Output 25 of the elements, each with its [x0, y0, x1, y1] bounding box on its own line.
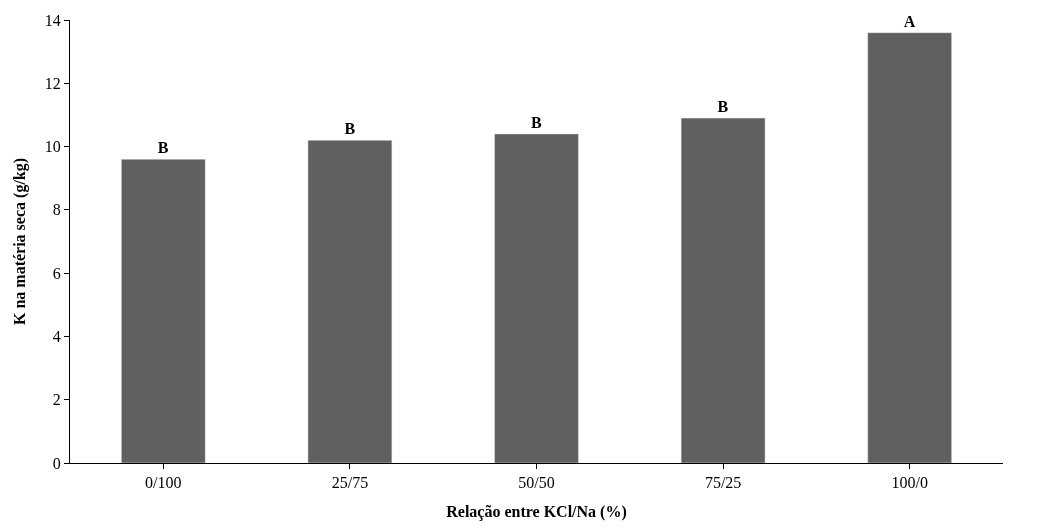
x-tick-label: 25/75	[331, 474, 369, 492]
y-tick-label: 0	[52, 454, 61, 472]
bar	[121, 158, 206, 463]
y-tick-label: 14	[44, 11, 61, 29]
data-label: A	[903, 12, 916, 30]
x-tick-label: 50/50	[518, 474, 555, 492]
x-tick-label: 0/100	[145, 474, 182, 492]
bar	[867, 32, 952, 463]
data-label: B	[344, 120, 356, 138]
data-label: B	[157, 139, 169, 157]
y-tick-label: 8	[52, 201, 61, 219]
x-tick-label: 100/0	[891, 474, 928, 492]
data-label: B	[717, 98, 729, 116]
y-tick-label: 6	[52, 264, 61, 282]
x-axis-title: Relação entre KCl/Na (%)	[446, 502, 627, 521]
y-tick-label: 2	[52, 391, 61, 409]
x-tick-label: 75/25	[704, 474, 742, 492]
bar	[494, 133, 579, 463]
y-tick-label: 10	[44, 138, 61, 156]
y-tick-label: 4	[52, 328, 61, 346]
bar	[680, 117, 766, 463]
data-label: B	[531, 113, 543, 131]
bar	[307, 139, 393, 463]
y-axis-title: K na matéria seca (g/kg)	[10, 157, 29, 326]
y-tick-label: 12	[44, 74, 61, 92]
